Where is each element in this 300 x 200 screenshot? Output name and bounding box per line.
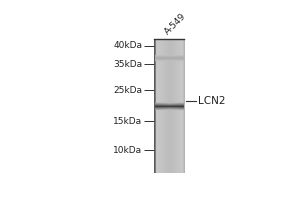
Text: 35kDa: 35kDa xyxy=(113,60,142,69)
Text: 15kDa: 15kDa xyxy=(113,117,142,126)
Text: LCN2: LCN2 xyxy=(198,96,225,106)
Text: 40kDa: 40kDa xyxy=(113,41,142,50)
Text: A-549: A-549 xyxy=(163,11,188,36)
Text: 25kDa: 25kDa xyxy=(113,86,142,95)
Text: 10kDa: 10kDa xyxy=(113,146,142,155)
